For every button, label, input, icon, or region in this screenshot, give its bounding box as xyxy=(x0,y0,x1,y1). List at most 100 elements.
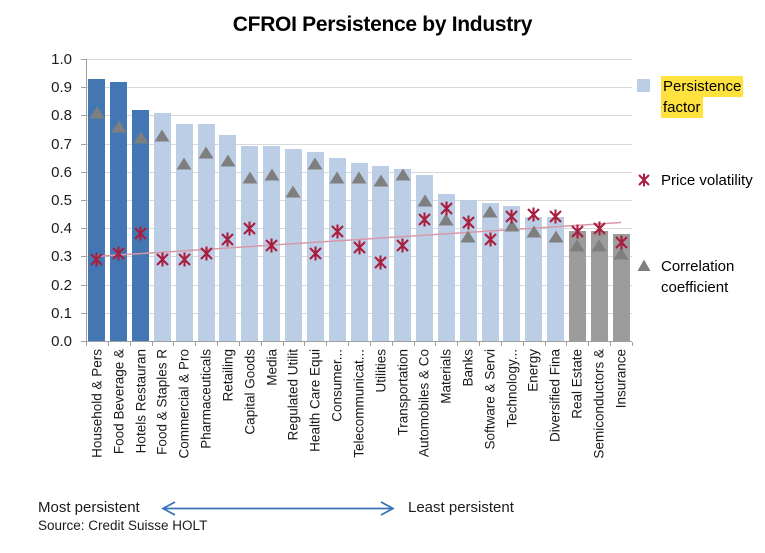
correlation-coefficient-marker xyxy=(373,174,389,187)
persistence-bar xyxy=(88,78,106,341)
y-axis-line xyxy=(86,59,87,342)
x-tick-mark xyxy=(457,342,459,346)
correlation-coefficient-marker xyxy=(198,146,214,159)
x-axis-category: Food Beverage & xyxy=(108,349,130,490)
least-persistent-label: Least persistent xyxy=(408,499,514,516)
price-volatility-marker xyxy=(134,226,147,241)
x-axis-category: Automobiles & Co xyxy=(413,349,435,490)
x-axis-category-label: Consumer... xyxy=(329,349,345,422)
correlation-coefficient-marker xyxy=(504,219,520,232)
gridline xyxy=(86,115,632,117)
correlation-triangle-icon xyxy=(637,256,655,298)
x-axis-category: Energy xyxy=(523,349,545,490)
x-axis-category-label: Utilities xyxy=(373,349,389,393)
price-volatility-marker xyxy=(505,209,519,224)
x-tick-mark xyxy=(369,342,371,346)
x-tick-mark xyxy=(544,342,546,346)
persistence-bar xyxy=(525,216,543,341)
persistence-bar xyxy=(241,146,259,341)
y-tick-mark xyxy=(81,228,86,230)
price-volatility-marker xyxy=(221,232,235,247)
y-tick-mark xyxy=(81,256,86,258)
persistence-bar xyxy=(372,166,390,341)
correlation-coefficient-marker xyxy=(307,157,323,170)
correlation-coefficient-marker xyxy=(395,168,411,181)
x-tick-mark xyxy=(129,342,131,346)
x-tick-mark xyxy=(151,342,153,346)
price-volatility-marker xyxy=(418,212,431,227)
price-volatility-marker xyxy=(90,252,104,267)
correlation-coefficient-marker xyxy=(329,171,345,184)
correlation-coefficient-marker xyxy=(417,194,433,206)
persistence-bar xyxy=(175,123,193,341)
price-volatility-marker xyxy=(374,255,388,270)
correlation-coefficient-marker xyxy=(220,154,236,167)
x-axis-category: Health Care Equi xyxy=(304,349,326,490)
x-tick-mark xyxy=(610,342,612,346)
x-axis-category-label: Commercial & Pro xyxy=(176,349,192,459)
legend-item-correlation-coefficient: Correlation coefficient xyxy=(637,256,764,298)
x-tick-mark xyxy=(195,342,197,346)
y-tick-label: 0.0 xyxy=(51,333,72,350)
x-axis-category: Household & Pers xyxy=(86,349,108,490)
x-axis-category: Diversified Fina xyxy=(544,349,566,490)
x-axis-category-label: Retailing xyxy=(220,349,236,402)
x-tick-mark xyxy=(348,342,350,346)
correlation-coefficient-marker xyxy=(438,213,454,226)
y-tick-label: 0.9 xyxy=(51,79,72,97)
legend-item-persistence-factor: Persistence factor xyxy=(637,76,764,118)
x-tick-mark xyxy=(632,342,633,346)
correlation-coefficient-marker xyxy=(482,205,498,218)
x-tick-mark xyxy=(217,342,219,346)
x-axis-category-label: Food & Staples R xyxy=(154,349,170,455)
price-volatility-marker xyxy=(527,207,540,222)
price-volatility-marker xyxy=(549,209,562,224)
x-axis-category: Regulated Utilit xyxy=(282,349,304,490)
x-axis-category: Retailing xyxy=(217,349,239,490)
x-axis-category: Consumer... xyxy=(326,349,348,490)
x-axis-category: Materials xyxy=(435,349,457,490)
x-tick-mark xyxy=(479,342,481,346)
persistence-bar xyxy=(459,200,477,341)
x-axis-category: Utilities xyxy=(370,349,392,490)
price-volatility-trendline xyxy=(96,221,622,258)
x-axis-category-label: Energy xyxy=(525,349,541,392)
x-tick-mark xyxy=(282,342,284,346)
persistence-bar xyxy=(590,231,608,341)
persistence-direction-arrow-icon xyxy=(156,500,400,517)
x-axis-category-label: Hotels Restauran xyxy=(133,349,149,454)
persistence-bar xyxy=(328,157,346,341)
x-axis-category-label: Automobiles & Co xyxy=(416,349,432,458)
price-volatility-marker xyxy=(614,235,628,250)
price-volatility-marker xyxy=(265,238,278,253)
price-volatility-marker xyxy=(178,252,191,267)
gridline xyxy=(86,87,632,89)
persistence-bar xyxy=(394,168,412,341)
legend-item-price-volatility: Price volatility xyxy=(637,170,753,191)
x-tick-mark xyxy=(588,342,590,346)
x-axis-category: Hotels Restauran xyxy=(130,349,152,490)
price-volatility-marker xyxy=(571,224,584,239)
x-axis-category-label: Pharmaceuticals xyxy=(198,349,214,449)
x-tick-mark xyxy=(326,342,328,346)
y-tick-mark xyxy=(81,143,86,145)
x-axis-category-label: Household & Pers xyxy=(89,349,105,458)
x-tick-mark xyxy=(173,342,175,346)
persistence-factor-swatch-icon xyxy=(637,76,655,118)
x-axis-category-label: Insurance xyxy=(613,349,629,409)
y-tick-mark xyxy=(81,87,86,89)
persistence-bar xyxy=(612,233,630,341)
x-axis-category: Pharmaceuticals xyxy=(195,349,217,490)
x-axis-category: Telecommunicat... xyxy=(348,349,370,490)
correlation-coefficient-marker xyxy=(154,129,170,142)
x-axis-category: Software & Servi xyxy=(479,349,501,490)
x-tick-mark xyxy=(435,342,437,346)
x-axis-category-label: Food Beverage & xyxy=(111,349,127,455)
x-tick-mark xyxy=(86,342,87,346)
y-tick-mark xyxy=(81,284,86,286)
price-volatility-marker xyxy=(156,252,169,267)
y-axis-labels: 0.0 0.1 0.2 0.3 0.4 0.5 0.6 0.7 0.8 0.9 1.0 xyxy=(28,51,72,350)
price-volatility-marker xyxy=(483,232,497,247)
y-tick-label: 0.3 xyxy=(51,248,72,266)
